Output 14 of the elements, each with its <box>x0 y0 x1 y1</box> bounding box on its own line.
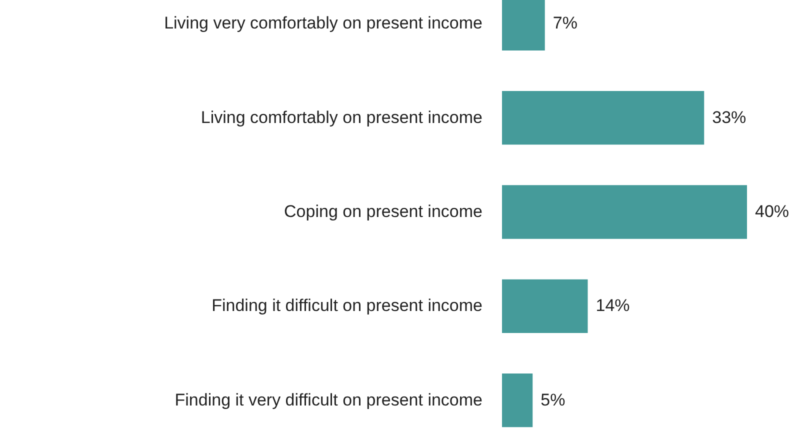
data-label: 7% <box>552 14 578 33</box>
y-tick-label: Living comfortably on present income <box>200 108 482 127</box>
bar <box>502 91 704 145</box>
data-label: 14% <box>596 296 630 316</box>
bar <box>502 185 747 239</box>
bar <box>502 373 533 428</box>
data-label: 5% <box>540 390 566 410</box>
y-tick-label: Finding it very difficult on present income <box>174 390 482 410</box>
data-label: 33% <box>712 108 746 127</box>
y-tick-label: Coping on present income <box>284 202 482 221</box>
data-label: 40% <box>755 202 790 221</box>
y-tick-label: Finding it difficult on present income <box>212 296 482 316</box>
y-tick-label: Living very comfortably on present income <box>164 14 482 33</box>
bar <box>502 279 588 333</box>
